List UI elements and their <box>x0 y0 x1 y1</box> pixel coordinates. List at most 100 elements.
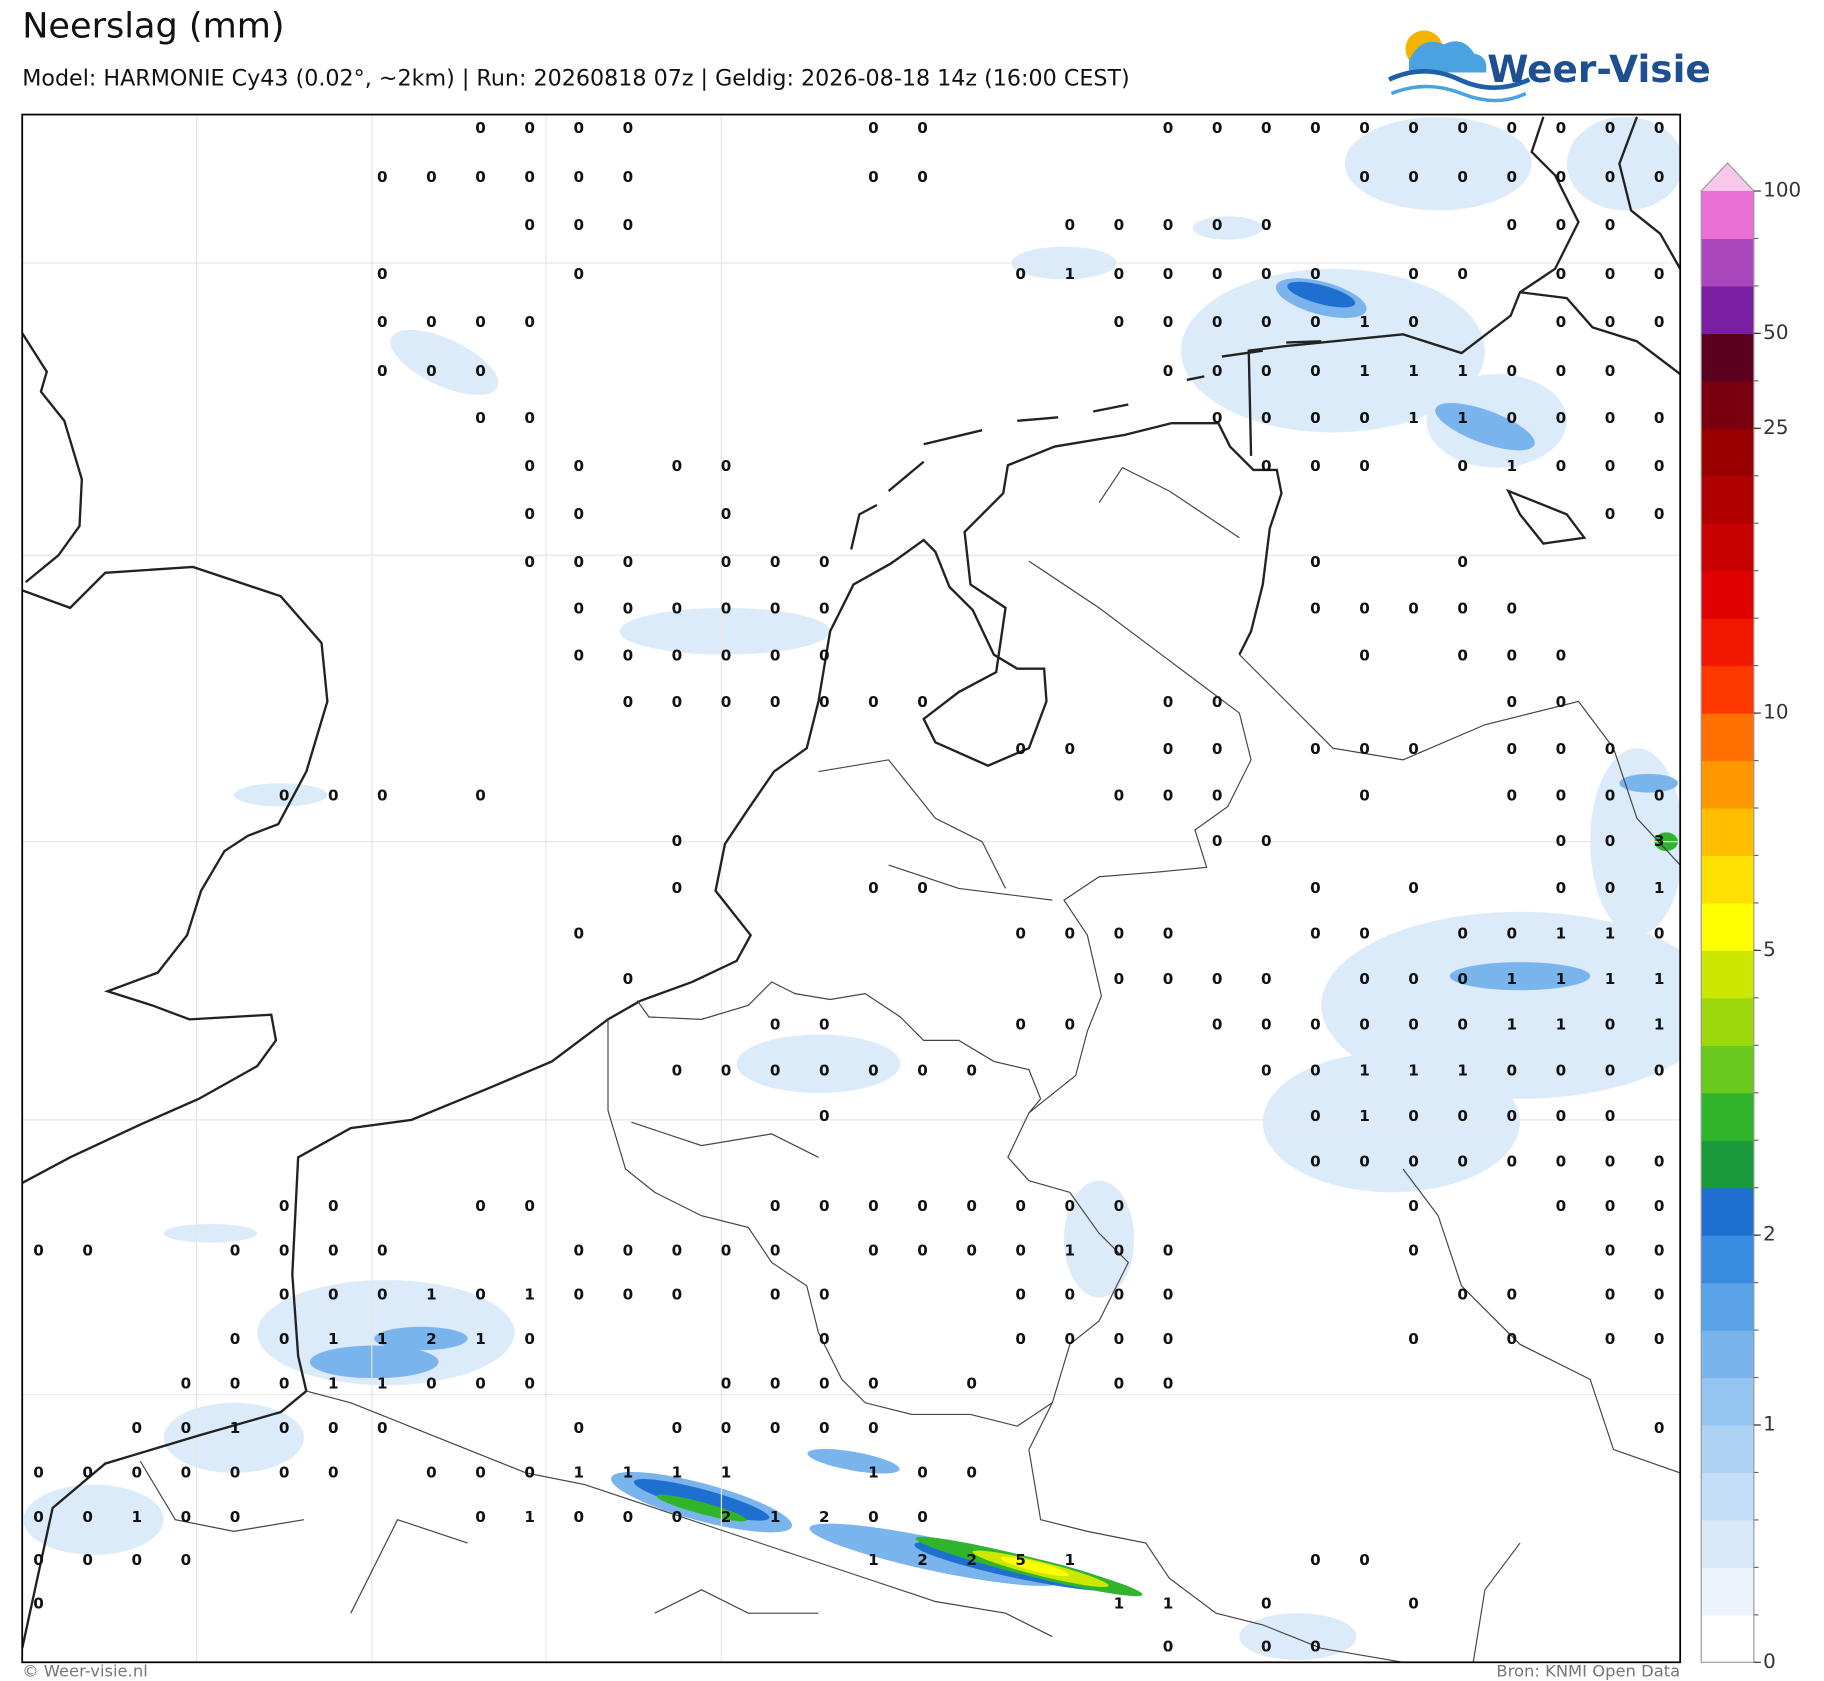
colorbar-outline <box>1700 162 1755 1663</box>
grid-value: 0 <box>230 1508 241 1526</box>
grid-value: 0 <box>770 553 781 571</box>
grid-value: 0 <box>721 553 732 571</box>
grid-value: 0 <box>623 1286 634 1304</box>
grid-value: 0 <box>1310 1107 1321 1125</box>
grid-value: 0 <box>1654 1330 1665 1348</box>
grid-value: 0 <box>1310 119 1321 137</box>
grid-value: 0 <box>1556 265 1567 283</box>
grid-value: 0 <box>1212 119 1223 137</box>
grid-value: 0 <box>377 362 388 380</box>
grid-value: 0 <box>721 1419 732 1437</box>
grid-value: 0 <box>1261 313 1272 331</box>
grid-value: 0 <box>181 1508 192 1526</box>
grid-value: 0 <box>1605 1016 1616 1034</box>
grid-value: 0 <box>33 1241 44 1259</box>
grid-value: 0 <box>1605 168 1616 186</box>
grid-value: 0 <box>623 693 634 711</box>
grid-value: 0 <box>475 362 486 380</box>
grid-value: 0 <box>1163 1375 1174 1393</box>
grid-value: 0 <box>868 119 879 137</box>
grid-value: 0 <box>819 1375 830 1393</box>
grid-value: 0 <box>377 1419 388 1437</box>
colorbar-segment <box>1701 523 1754 572</box>
grid-value: 0 <box>1605 832 1616 850</box>
grid-value: 0 <box>181 1375 192 1393</box>
grid-value: 0 <box>1457 925 1468 943</box>
footer-left: © Weer-visie.nl <box>22 1661 148 1680</box>
grid-value: 0 <box>1310 1061 1321 1079</box>
grid-value: 1 <box>328 1375 339 1393</box>
colorbar-segment <box>1701 950 1754 999</box>
grid-value: 0 <box>475 1508 486 1526</box>
grid-value: 0 <box>1457 970 1468 988</box>
grid-value: 0 <box>917 1241 928 1259</box>
grid-value: 0 <box>230 1241 241 1259</box>
grid-value: 0 <box>1605 1330 1616 1348</box>
grid-value: 0 <box>917 168 928 186</box>
grid-value: 0 <box>33 1463 44 1481</box>
grid-value: 0 <box>623 1241 634 1259</box>
grid-value: 3 <box>1654 832 1665 850</box>
grid-value: 0 <box>1556 457 1567 475</box>
grid-value: 0 <box>1507 362 1518 380</box>
grid-value: 0 <box>1261 832 1272 850</box>
grid-value: 0 <box>868 1375 879 1393</box>
grid-value: 0 <box>230 1375 241 1393</box>
grid-value: 0 <box>1065 1016 1076 1034</box>
grid-value: 0 <box>1114 216 1125 234</box>
grid-value: 0 <box>770 1286 781 1304</box>
grid-value: 0 <box>1310 1551 1321 1569</box>
grid-value: 0 <box>1015 1197 1026 1215</box>
grid-value: 0 <box>475 168 486 186</box>
grid-value: 0 <box>819 1107 830 1125</box>
grid-value: 0 <box>1359 1016 1370 1034</box>
grid-value: 0 <box>328 1463 339 1481</box>
grid-value: 1 <box>1654 1016 1665 1034</box>
grid-value: 0 <box>328 1241 339 1259</box>
grid-value: 0 <box>917 1463 928 1481</box>
grid-value: 0 <box>1605 787 1616 805</box>
grid-value: 0 <box>1408 1152 1419 1170</box>
grid-value: 0 <box>1408 1016 1419 1034</box>
grid-value: 0 <box>1261 119 1272 137</box>
grid-value: 0 <box>672 1508 683 1526</box>
grid-value: 0 <box>1065 1330 1076 1348</box>
grid-value: 0 <box>966 1061 977 1079</box>
grid-value: 0 <box>279 1463 290 1481</box>
grid-value: 0 <box>426 313 437 331</box>
grid-value: 1 <box>1408 1061 1419 1079</box>
colorbar-segment <box>1701 618 1754 667</box>
grid-value: 0 <box>1114 787 1125 805</box>
grid-value: 0 <box>1015 925 1026 943</box>
grid-value: 0 <box>33 1508 44 1526</box>
grid-value: 0 <box>328 787 339 805</box>
grid-value: 0 <box>82 1241 93 1259</box>
grid-value: 0 <box>1310 879 1321 897</box>
grid-value: 0 <box>573 216 584 234</box>
grid-value: 0 <box>524 1197 535 1215</box>
grid-value: 0 <box>1556 1152 1567 1170</box>
grid-value: 0 <box>279 1197 290 1215</box>
grid-value: 0 <box>1261 970 1272 988</box>
grid-value: 0 <box>1015 740 1026 758</box>
grid-value: 0 <box>1654 168 1665 186</box>
grid-value: 1 <box>1654 879 1665 897</box>
grid-value: 0 <box>377 265 388 283</box>
grid-value: 1 <box>1457 1061 1468 1079</box>
colorbar-segment <box>1701 238 1754 287</box>
grid-value: 0 <box>475 1197 486 1215</box>
colorbar-tick-label: 100 <box>1763 179 1801 202</box>
grid-value: 0 <box>1310 1152 1321 1170</box>
colorbar-segment <box>1701 1282 1754 1331</box>
grid-value: 0 <box>770 1197 781 1215</box>
grid-value: 0 <box>1212 787 1223 805</box>
grid-value: 0 <box>1015 1016 1026 1034</box>
grid-value: 1 <box>1556 1016 1567 1034</box>
grid-value: 0 <box>1507 1061 1518 1079</box>
grid-value: 0 <box>426 1375 437 1393</box>
grid-value: 0 <box>1261 1638 1272 1656</box>
grid-value: 0 <box>1507 740 1518 758</box>
grid-value: 0 <box>181 1463 192 1481</box>
grid-value: 0 <box>868 1508 879 1526</box>
grid-value: 0 <box>1212 362 1223 380</box>
